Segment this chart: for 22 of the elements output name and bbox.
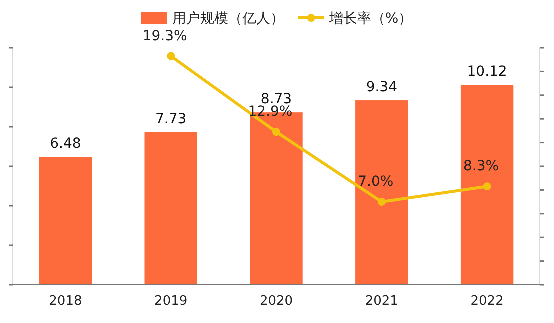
bar [144,132,198,285]
x-tick-label: 2018 [49,294,82,309]
point [483,182,492,191]
bar [356,100,408,285]
data-label: 19.3% [142,28,188,44]
data-label: 6.48 [50,136,82,152]
x-tick-label: 2022 [470,294,504,309]
legend-label: 增长率（%） [328,10,413,27]
data-label: 8.3% [464,158,500,175]
bar [460,85,514,285]
data-label: 7.73 [156,111,187,128]
bar [39,157,92,285]
legend-label: 用户规模（亿人） [172,10,284,27]
point [272,128,280,136]
data-label: 10.12 [467,64,508,80]
point [167,52,176,60]
x-tick-label: 2020 [260,294,294,309]
data-label: 9.34 [366,80,398,96]
point [378,198,386,206]
x-tick-label: 2021 [365,294,398,309]
x-tick-label: 2019 [154,294,188,309]
data-label: 7.0% [358,174,394,190]
